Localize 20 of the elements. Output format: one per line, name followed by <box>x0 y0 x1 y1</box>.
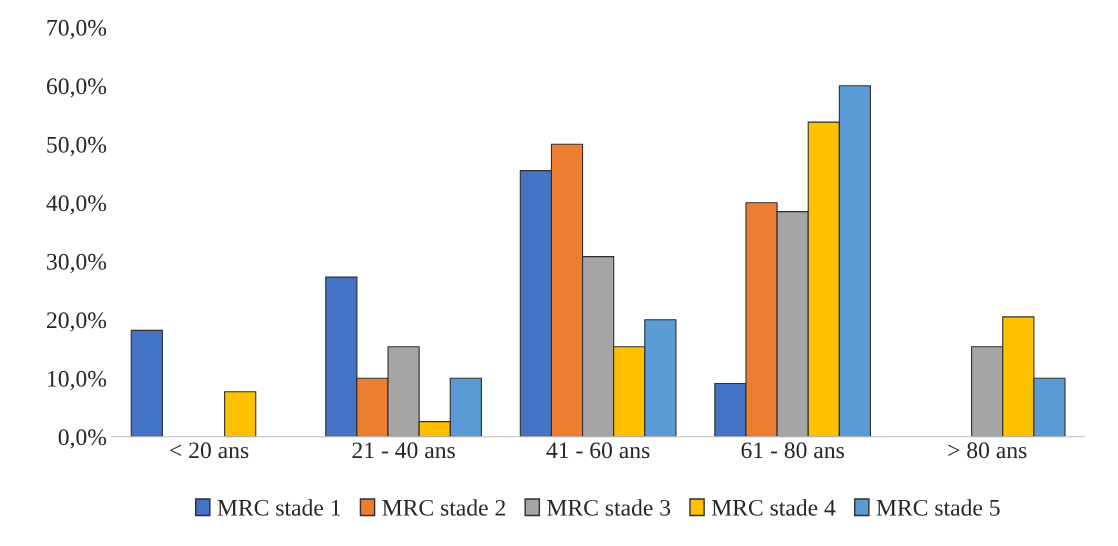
y-tick-label: 10,0% <box>48 370 107 391</box>
x-tick-label: 41 - 60 ans <box>546 442 650 459</box>
y-tick-label: 70,0% <box>47 19 107 40</box>
y-tick-label: 20,0% <box>46 312 107 332</box>
y-tick-label: 40,0% <box>46 195 107 215</box>
bar <box>224 391 257 437</box>
x-tick-label: < 20 ans <box>170 442 249 459</box>
legend-label: MRC stade 2 <box>382 499 505 516</box>
legend-label: MRC stade 5 <box>876 499 1000 516</box>
legend-label: MRC stade 1 <box>217 499 341 516</box>
x-tick-label: > 80 ans <box>948 442 1027 459</box>
x-tick-label: 21 - 40 ans <box>352 442 455 459</box>
y-tick-label: 50,0% <box>47 136 107 157</box>
y-tick-label: 0,0% <box>58 429 107 449</box>
x-tick-label: 61 - 80 ans <box>741 442 844 459</box>
y-tick-label: 60,0% <box>46 78 107 98</box>
legend-label: MRC stade 4 <box>711 499 836 516</box>
bar <box>130 329 163 437</box>
legend-label: MRC stade 3 <box>547 499 671 516</box>
y-tick-label: 30,0% <box>47 253 107 274</box>
